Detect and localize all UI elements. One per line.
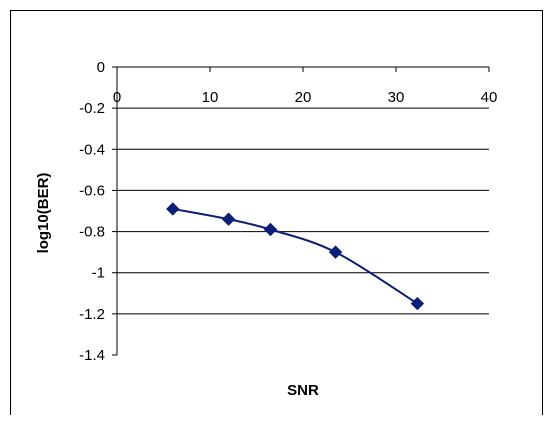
- x-tick-label-0: 0: [113, 89, 121, 106]
- grid: [117, 107, 489, 315]
- y-axis-title: log10(BER): [35, 173, 52, 254]
- data-point-4: [410, 296, 425, 311]
- data-point-2: [263, 222, 278, 237]
- ticks: 0 -0.2 -0.4 -0.6 -0.8 -1 -1.2 -1.4 0 10 20 30 40: [79, 59, 497, 364]
- y-tick-label-7: -1.4: [79, 347, 105, 364]
- markers: [166, 202, 425, 311]
- y-tick-label-5: -1: [92, 265, 105, 282]
- y-tick-label-0: 0: [97, 59, 105, 76]
- y-tick-label-3: -0.6: [79, 182, 105, 199]
- x-tick-label-1: 10: [202, 89, 219, 106]
- data-point-3: [328, 245, 343, 259]
- y-tick-label-1: -0.2: [79, 100, 105, 117]
- series-line: [172, 207, 418, 305]
- x-tick-label-4: 40: [481, 89, 498, 106]
- y-tick-label-6: -1.2: [79, 306, 105, 323]
- y-tick-label-4: -0.8: [79, 224, 105, 241]
- x-axis-title: SNR: [287, 382, 319, 399]
- x-tick-label-2: 20: [295, 89, 312, 106]
- x-tick-label-3: 30: [388, 89, 405, 106]
- data-point-0: [166, 202, 180, 216]
- data-point-1: [221, 212, 236, 226]
- chart-frame: [10, 10, 543, 415]
- y-tick-label-2: -0.4: [79, 141, 105, 158]
